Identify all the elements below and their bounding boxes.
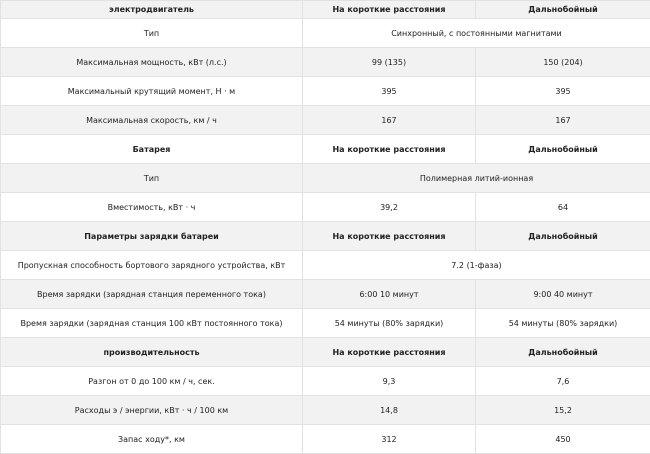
header-cell: На короткие расстояния — [303, 222, 476, 251]
spec-row: Максимальная мощность, кВт (л.с.)99 (135… — [1, 48, 650, 77]
value-cell: Полимерная литий-ионная — [303, 164, 650, 193]
header-cell: Дальнобойный — [476, 338, 650, 367]
header-cell: Дальнобойный — [476, 135, 650, 164]
label-cell: Время зарядки (зарядная станция переменн… — [1, 280, 303, 309]
value-cell: 54 минуты (80% зарядки) — [476, 309, 650, 338]
spec-row: Время зарядки (зарядная станция переменн… — [1, 280, 650, 309]
header-cell: На короткие расстояния — [303, 338, 476, 367]
value-cell: 167 — [476, 106, 650, 135]
label-cell: Разгон от 0 до 100 км / ч, сек. — [1, 367, 303, 396]
value-cell: 312 — [303, 425, 476, 454]
value-cell: 9:00 40 минут — [476, 280, 650, 309]
value-cell: 99 (135) — [303, 48, 476, 77]
header-cell: Дальнобойный — [476, 222, 650, 251]
label-cell: Пропускная способность бортового зарядно… — [1, 251, 303, 280]
value-cell: 7.2 (1-фаза) — [303, 251, 650, 280]
value-cell: 14,8 — [303, 396, 476, 425]
value-cell: 395 — [303, 77, 476, 106]
value-cell: 7,6 — [476, 367, 650, 396]
header-cell: Батарея — [1, 135, 303, 164]
value-cell: 64 — [476, 193, 650, 222]
label-cell: Запас ходу*, км — [1, 425, 303, 454]
label-cell: Максимальная мощность, кВт (л.с.) — [1, 48, 303, 77]
header-cell: производительность — [1, 338, 303, 367]
header-cell: На короткие расстояния — [303, 135, 476, 164]
value-cell: 150 (204) — [476, 48, 650, 77]
label-cell: Тип — [1, 164, 303, 193]
value-cell: 15,2 — [476, 396, 650, 425]
label-cell: Тип — [1, 19, 303, 48]
label-cell: Максимальная скорость, км / ч — [1, 106, 303, 135]
header-cell: Параметры зарядки батареи — [1, 222, 303, 251]
label-cell: Время зарядки (зарядная станция 100 кВт … — [1, 309, 303, 338]
value-cell: 167 — [303, 106, 476, 135]
value-cell: 395 — [476, 77, 650, 106]
label-cell: Вместимость, кВт · ч — [1, 193, 303, 222]
value-cell: Синхронный, с постоянными магнитами — [303, 19, 650, 48]
value-cell: 450 — [476, 425, 650, 454]
value-cell: 54 минуты (80% зарядки) — [303, 309, 476, 338]
header-cell: электродвигатель — [1, 1, 303, 19]
label-cell: Максимальный крутящий момент, Н · м — [1, 77, 303, 106]
value-cell: 39,2 — [303, 193, 476, 222]
header-cell: На короткие расстояния — [303, 1, 476, 19]
spec-row: Пропускная способность бортового зарядно… — [1, 251, 650, 280]
value-cell: 9,3 — [303, 367, 476, 396]
value-cell: 6:00 10 минут — [303, 280, 476, 309]
spec-row: Время зарядки (зарядная станция 100 кВт … — [1, 309, 650, 338]
label-cell: Расходы э / энергии, кВт · ч / 100 км — [1, 396, 303, 425]
header-cell: Дальнобойный — [476, 1, 650, 19]
